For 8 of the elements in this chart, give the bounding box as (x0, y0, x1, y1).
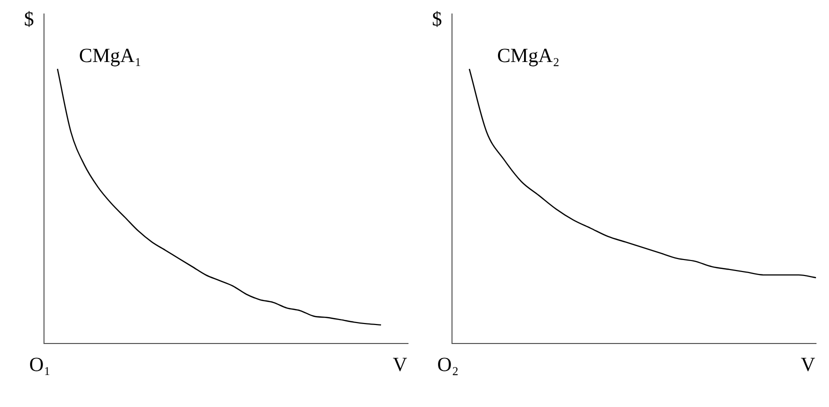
text: O₂ (437, 354, 459, 376)
x-axis-title: V (392, 354, 408, 376)
x-axis-title: V (800, 354, 816, 376)
series-label: CMgA₂ (497, 45, 560, 68)
y-axis-title: $ (432, 8, 442, 30)
text: O₁ (29, 354, 51, 376)
series-label: CMgA₁ (79, 45, 142, 68)
y-axis-title: $ (24, 8, 34, 30)
